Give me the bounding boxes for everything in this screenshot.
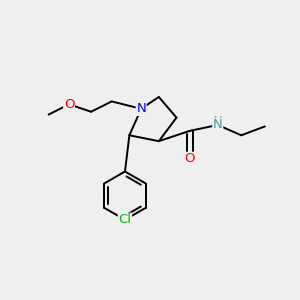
Text: O: O xyxy=(64,98,74,111)
Text: O: O xyxy=(184,152,195,165)
Text: H: H xyxy=(214,116,222,126)
Text: N: N xyxy=(213,118,223,131)
Text: N: N xyxy=(136,102,146,115)
Text: Cl: Cl xyxy=(118,213,131,226)
